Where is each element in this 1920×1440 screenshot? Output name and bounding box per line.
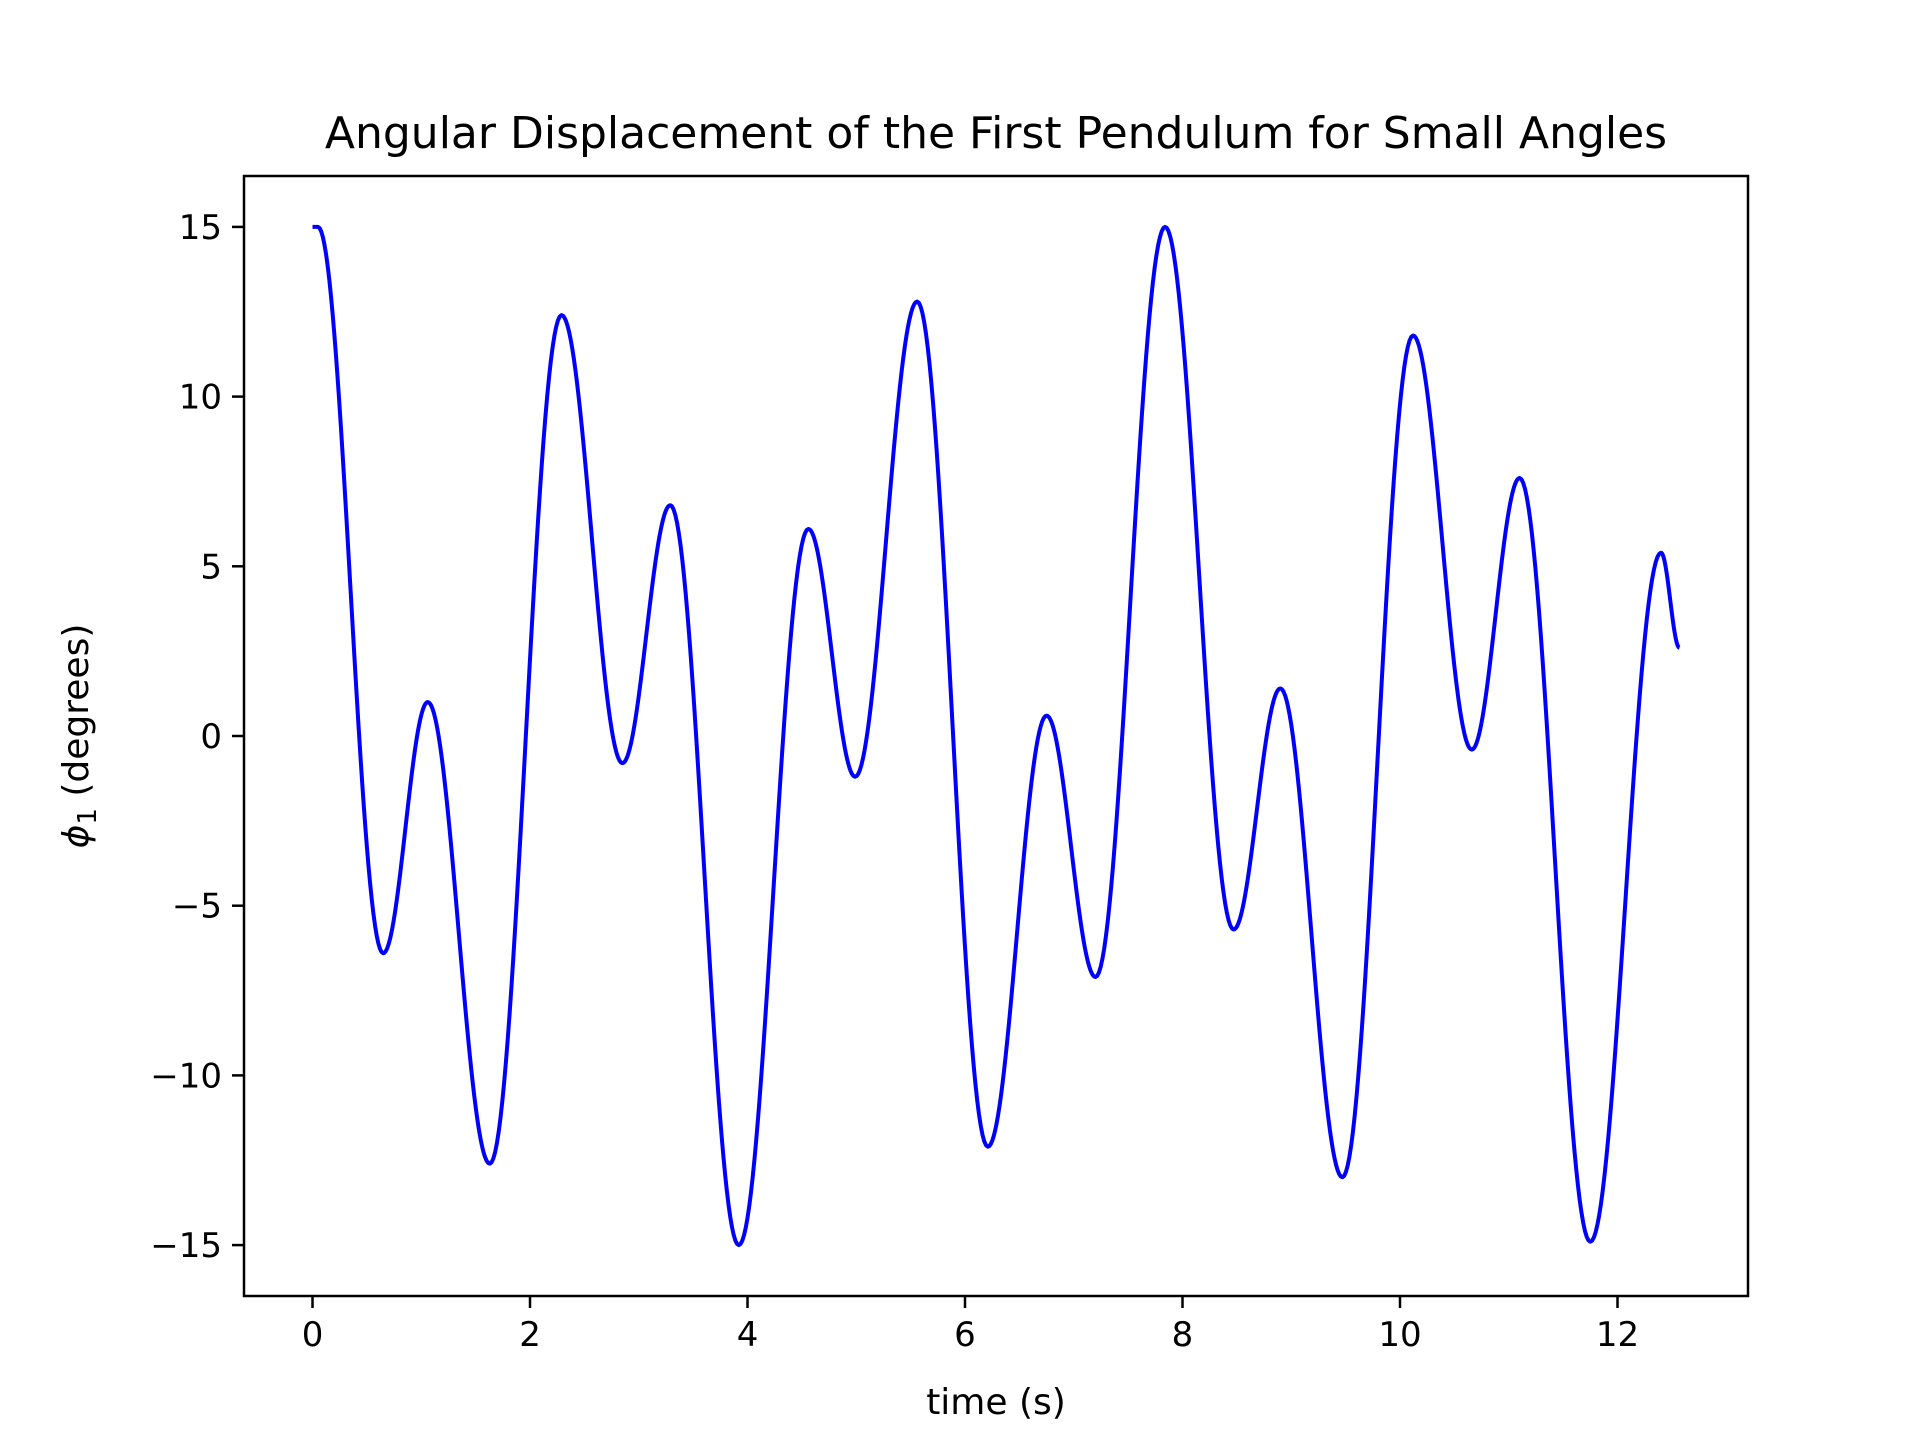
- x-tick-label: 4: [737, 1315, 759, 1355]
- y-axis: −15 −10 −5 0 5 10 15: [150, 208, 244, 1266]
- x-tick-label: 6: [954, 1315, 976, 1355]
- y-axis-label-text: (degrees): [56, 624, 97, 808]
- y-axis-label-subscript: 1: [73, 808, 103, 825]
- x-axis: 0 2 4 6 8 10 12: [302, 1296, 1639, 1355]
- chart-title: Angular Displacement of the First Pendul…: [325, 108, 1667, 159]
- x-tick-label: 0: [302, 1315, 324, 1355]
- y-tick-label: 5: [200, 547, 222, 587]
- x-tick-label: 10: [1378, 1315, 1421, 1355]
- plot-area: [310, 224, 1682, 1248]
- x-tick-label: 2: [519, 1315, 541, 1355]
- y-tick-label: −10: [150, 1056, 222, 1096]
- y-tick-label: 10: [179, 378, 222, 418]
- y-tick-label: 15: [179, 208, 222, 248]
- y-axis-label: ϕ1 (degrees): [56, 624, 103, 849]
- x-axis-label: time (s): [926, 1382, 1066, 1423]
- y-tick-label: −15: [150, 1226, 222, 1266]
- y-tick-label: 0: [200, 717, 222, 757]
- y-tick-label: −5: [172, 887, 222, 927]
- y-axis-label-symbol: ϕ: [56, 825, 97, 849]
- x-tick-label: 8: [1172, 1315, 1194, 1355]
- series-line: [310, 224, 1682, 1248]
- x-tick-label: 12: [1596, 1315, 1639, 1355]
